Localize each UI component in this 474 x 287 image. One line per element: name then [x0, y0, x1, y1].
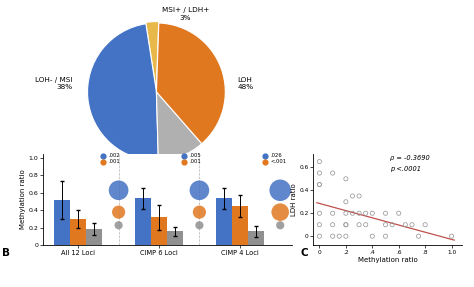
Point [356, 194, 363, 198]
Wedge shape [156, 92, 202, 161]
Point [421, 222, 429, 227]
Point [349, 194, 356, 198]
Bar [86, 229, 102, 245]
Point [415, 234, 422, 238]
Bar [70, 219, 86, 245]
Point [316, 159, 323, 164]
Point [336, 234, 343, 238]
Y-axis label: LDH ratio: LDH ratio [291, 183, 297, 216]
Point [276, 223, 284, 228]
Wedge shape [156, 23, 225, 144]
Point [196, 210, 203, 214]
Point [356, 222, 363, 227]
Point [100, 164, 107, 168]
Point [316, 211, 323, 216]
Bar [54, 200, 70, 245]
Bar [135, 198, 151, 245]
Point [382, 222, 389, 227]
Bar [248, 231, 264, 245]
Point [115, 210, 122, 214]
Point [408, 222, 416, 227]
Point [316, 182, 323, 187]
Point [261, 164, 269, 168]
Point [349, 211, 356, 216]
Point [196, 188, 203, 193]
Text: .001: .001 [109, 159, 121, 164]
Point [276, 188, 284, 193]
X-axis label: Methylation ratio: Methylation ratio [357, 257, 418, 263]
Point [115, 223, 122, 228]
Wedge shape [88, 24, 158, 161]
Point [316, 182, 323, 187]
Text: LOH
48%: LOH 48% [237, 77, 254, 90]
Point [342, 234, 350, 238]
Point [388, 222, 396, 227]
Point [342, 199, 350, 204]
Y-axis label: Methylation ratio: Methylation ratio [20, 170, 26, 229]
Point [276, 210, 284, 214]
Text: MSI+ / LDH+
3%: MSI+ / LDH+ 3% [162, 7, 209, 21]
Text: C: C [301, 248, 309, 258]
Text: .026: .026 [271, 153, 282, 158]
Point [316, 222, 323, 227]
Point [362, 222, 370, 227]
Point [368, 211, 376, 216]
Text: .002: .002 [109, 153, 121, 158]
Point [401, 222, 409, 227]
Text: B: B [2, 248, 10, 258]
Point [382, 211, 389, 216]
Point [316, 171, 323, 175]
Point [368, 234, 376, 238]
Bar [216, 198, 232, 245]
Text: A: A [52, 166, 60, 176]
Point [329, 171, 337, 175]
Point [356, 211, 363, 216]
Point [342, 222, 350, 227]
Point [448, 234, 456, 238]
Point [100, 158, 107, 163]
Text: LOH- / MSI
38%: LOH- / MSI 38% [35, 77, 73, 90]
Point [329, 234, 337, 238]
Point [115, 188, 122, 193]
Point [329, 222, 337, 227]
Text: .005: .005 [190, 153, 201, 158]
Bar [167, 231, 183, 245]
Text: <.001: <.001 [271, 159, 287, 164]
Point [329, 211, 337, 216]
Text: ρ = -0.3690: ρ = -0.3690 [391, 155, 430, 161]
Point [362, 211, 370, 216]
Point [382, 234, 389, 238]
Point [342, 222, 350, 227]
Text: MSI
11%: MSI 11% [164, 166, 180, 179]
Point [180, 158, 188, 163]
Bar [232, 206, 248, 245]
Point [196, 223, 203, 228]
Text: .001: .001 [190, 159, 201, 164]
Text: p <.0001: p <.0001 [391, 166, 421, 172]
Point [342, 177, 350, 181]
Bar [151, 217, 167, 245]
Point [261, 158, 269, 163]
Wedge shape [146, 22, 159, 90]
Point [342, 211, 350, 216]
Point [180, 164, 188, 168]
Point [316, 234, 323, 238]
Point [395, 211, 402, 216]
